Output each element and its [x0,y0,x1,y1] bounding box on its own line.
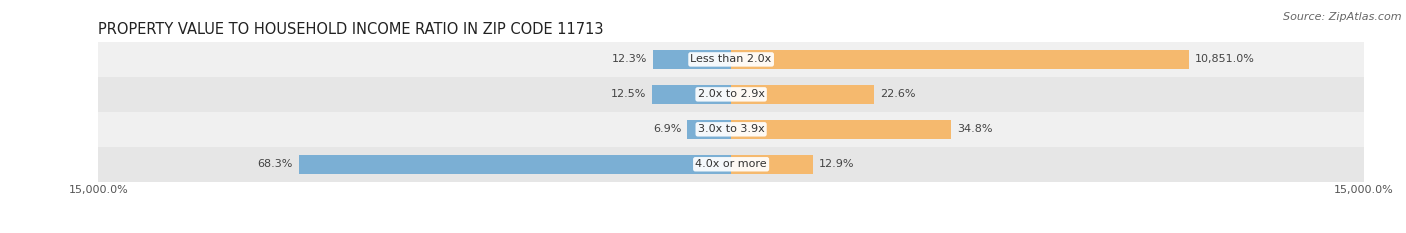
Bar [731,155,813,174]
Text: Less than 2.0x: Less than 2.0x [690,55,772,64]
Text: 12.3%: 12.3% [612,55,647,64]
Text: PROPERTY VALUE TO HOUSEHOLD INCOME RATIO IN ZIP CODE 11713: PROPERTY VALUE TO HOUSEHOLD INCOME RATIO… [98,22,605,37]
Bar [688,120,731,139]
Bar [98,112,1364,147]
Text: 10,851.0%: 10,851.0% [1195,55,1256,64]
Bar [98,77,1364,112]
Text: Source: ZipAtlas.com: Source: ZipAtlas.com [1284,12,1402,22]
Bar [98,147,1364,182]
Text: 34.8%: 34.8% [957,124,993,134]
Text: 3.0x to 3.9x: 3.0x to 3.9x [697,124,765,134]
Bar [731,120,952,139]
Bar [652,85,731,104]
Text: 68.3%: 68.3% [257,159,292,169]
Bar [299,155,731,174]
Bar [731,85,875,104]
Bar [731,50,1189,69]
Text: 2.0x to 2.9x: 2.0x to 2.9x [697,89,765,99]
Text: 6.9%: 6.9% [652,124,681,134]
Bar [98,42,1364,77]
Text: 12.5%: 12.5% [610,89,645,99]
Text: 22.6%: 22.6% [880,89,915,99]
Text: 4.0x or more: 4.0x or more [696,159,766,169]
Bar [654,50,731,69]
Text: 12.9%: 12.9% [820,159,855,169]
